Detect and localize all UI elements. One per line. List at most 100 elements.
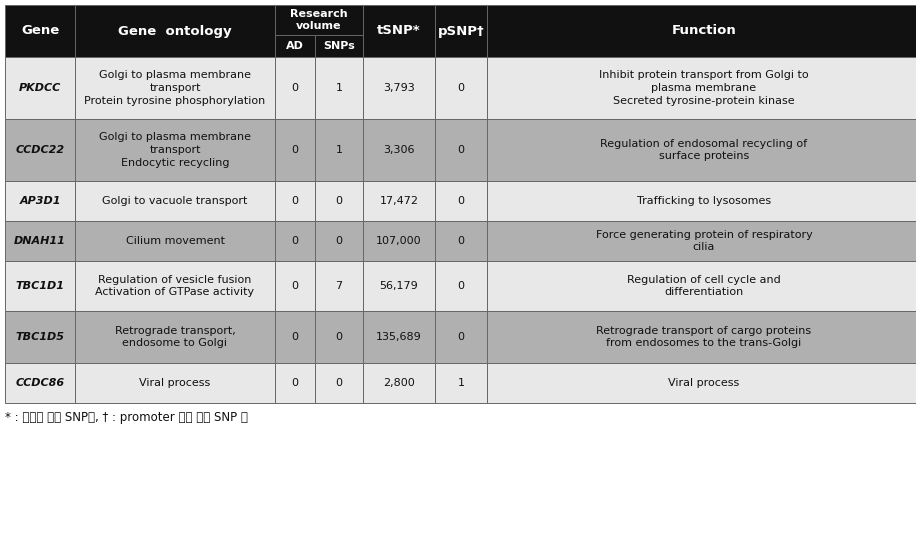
Text: TBC1D5: TBC1D5 — [16, 332, 64, 342]
Text: 0: 0 — [335, 236, 343, 246]
Text: SNPs: SNPs — [323, 41, 354, 51]
Bar — [487, 221, 916, 261]
Text: AP3D1: AP3D1 — [19, 196, 60, 206]
Text: 0: 0 — [291, 236, 299, 246]
Text: 0: 0 — [291, 332, 299, 342]
Text: 7: 7 — [335, 281, 343, 291]
Bar — [315, 221, 363, 261]
Text: 1: 1 — [335, 145, 343, 155]
Text: Trafficking to lysosomes: Trafficking to lysosomes — [637, 196, 771, 206]
Bar — [487, 119, 916, 181]
Bar — [275, 35, 315, 57]
Text: 0: 0 — [335, 378, 343, 388]
Bar — [5, 311, 75, 363]
Bar — [75, 363, 275, 403]
Bar — [363, 181, 435, 221]
Text: CCDC86: CCDC86 — [16, 378, 64, 388]
Text: Inhibit protein transport from Golgi to
plasma membrane
Secreted tyrosine-protei: Inhibit protein transport from Golgi to … — [599, 70, 809, 106]
Text: CCDC22: CCDC22 — [16, 145, 64, 155]
Text: 0: 0 — [457, 83, 464, 93]
Text: Cilium movement: Cilium movement — [125, 236, 224, 246]
Text: Research
volume: Research volume — [290, 9, 348, 32]
Text: 0: 0 — [457, 281, 464, 291]
Bar — [315, 57, 363, 119]
Text: * : 발견된 전체 SNP수, † : promoter 상에 있는 SNP 수: * : 발견된 전체 SNP수, † : promoter 상에 있는 SNP … — [5, 411, 248, 424]
Text: pSNP†: pSNP† — [438, 25, 485, 37]
Bar — [75, 311, 275, 363]
Text: 17,472: 17,472 — [379, 196, 419, 206]
Bar — [275, 261, 315, 311]
Bar — [487, 311, 916, 363]
Bar — [275, 221, 315, 261]
Text: Gene: Gene — [21, 25, 60, 37]
Text: 0: 0 — [291, 83, 299, 93]
Text: Regulation of cell cycle and
differentiation: Regulation of cell cycle and differentia… — [627, 274, 780, 297]
Text: Regulation of vesicle fusion
Activation of GTPase activity: Regulation of vesicle fusion Activation … — [95, 274, 255, 297]
Bar — [487, 181, 916, 221]
Bar — [435, 221, 487, 261]
Bar — [275, 311, 315, 363]
Bar — [275, 5, 363, 35]
Text: Golgi to plasma membrane
transport
Protein tyrosine phosphorylation: Golgi to plasma membrane transport Prote… — [84, 70, 266, 106]
Bar — [75, 5, 275, 57]
Bar — [487, 261, 916, 311]
Bar — [315, 363, 363, 403]
Text: Function: Function — [671, 25, 736, 37]
Bar — [363, 221, 435, 261]
Bar — [487, 363, 916, 403]
Bar — [487, 5, 916, 57]
Bar — [315, 35, 363, 57]
Bar — [5, 119, 75, 181]
Bar — [5, 261, 75, 311]
Bar — [363, 5, 435, 57]
Text: 3,306: 3,306 — [383, 145, 415, 155]
Text: 0: 0 — [335, 196, 343, 206]
Bar — [75, 181, 275, 221]
Text: 0: 0 — [457, 332, 464, 342]
Bar — [5, 181, 75, 221]
Bar — [275, 181, 315, 221]
Text: 0: 0 — [457, 196, 464, 206]
Bar — [363, 261, 435, 311]
Bar — [435, 261, 487, 311]
Bar — [363, 363, 435, 403]
Bar — [315, 261, 363, 311]
Bar — [435, 363, 487, 403]
Bar — [275, 57, 315, 119]
Text: 2,800: 2,800 — [383, 378, 415, 388]
Text: PKDCC: PKDCC — [19, 83, 61, 93]
Text: 0: 0 — [335, 332, 343, 342]
Bar — [487, 57, 916, 119]
Bar — [435, 57, 487, 119]
Text: tSNP*: tSNP* — [377, 25, 420, 37]
Bar — [315, 311, 363, 363]
Text: 0: 0 — [291, 145, 299, 155]
Text: Retrograde transport,
endosome to Golgi: Retrograde transport, endosome to Golgi — [114, 326, 235, 348]
Bar — [75, 221, 275, 261]
Text: Regulation of endosomal recycling of
surface proteins: Regulation of endosomal recycling of sur… — [600, 139, 808, 161]
Text: 0: 0 — [457, 145, 464, 155]
Bar — [435, 5, 487, 57]
Text: 3,793: 3,793 — [383, 83, 415, 93]
Bar — [75, 261, 275, 311]
Bar — [315, 181, 363, 221]
Bar — [5, 5, 75, 57]
Text: 56,179: 56,179 — [379, 281, 419, 291]
Text: 1: 1 — [457, 378, 464, 388]
Text: 107,000: 107,000 — [376, 236, 421, 246]
Bar — [315, 119, 363, 181]
Text: TBC1D1: TBC1D1 — [16, 281, 64, 291]
Bar — [435, 119, 487, 181]
Bar — [275, 119, 315, 181]
Text: 1: 1 — [335, 83, 343, 93]
Text: Golgi to vacuole transport: Golgi to vacuole transport — [103, 196, 247, 206]
Text: AD: AD — [286, 41, 304, 51]
Text: Force generating protein of respiratory
cilia: Force generating protein of respiratory … — [595, 230, 812, 253]
Text: Golgi to plasma membrane
transport
Endocytic recycling: Golgi to plasma membrane transport Endoc… — [99, 132, 251, 168]
Bar — [75, 57, 275, 119]
Text: Viral process: Viral process — [669, 378, 739, 388]
Text: 0: 0 — [291, 281, 299, 291]
Bar — [363, 57, 435, 119]
Bar — [363, 119, 435, 181]
Text: 0: 0 — [291, 196, 299, 206]
